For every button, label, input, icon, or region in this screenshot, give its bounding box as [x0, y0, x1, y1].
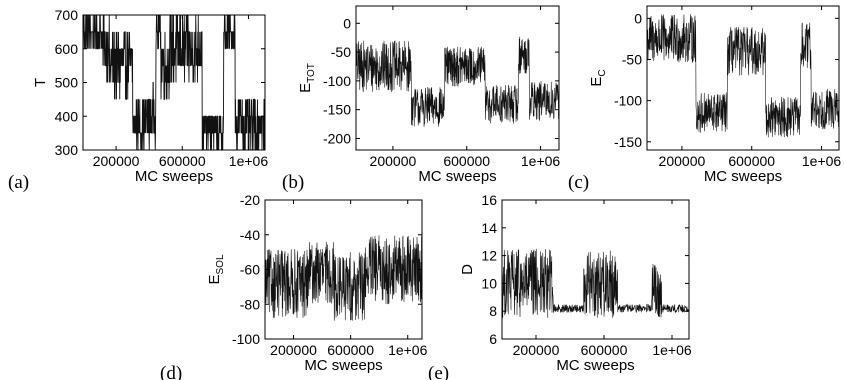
y-tick-label: 0: [634, 10, 642, 26]
x-tick-label: 1e+06: [652, 342, 692, 358]
y-tick-label: -200: [323, 130, 351, 146]
y-tick-label: 6: [489, 331, 497, 347]
y-tick-label: 14: [481, 220, 497, 236]
x-tick-label: 1e+06: [521, 153, 561, 169]
y-tick-label: -150: [614, 134, 642, 150]
y-tick-label: -50: [331, 44, 351, 60]
plot-frame: [501, 199, 690, 340]
x-tick-label: 200000: [370, 153, 417, 169]
y-tick-label: 16: [481, 192, 497, 208]
y-tick-label: -80: [240, 296, 260, 312]
y-tick-label: 400: [55, 108, 79, 124]
y-axis-title-subscript: TOT: [306, 63, 317, 83]
panel-letter: (d): [160, 363, 182, 380]
y-axis-title-main: E: [297, 83, 314, 93]
y-tick-label: 0: [343, 15, 351, 31]
y-tick-label: 500: [55, 75, 79, 91]
x-axis-title: MC sweeps: [304, 357, 382, 374]
x-tick-label: 600000: [327, 342, 374, 358]
y-tick-label: 600: [55, 41, 79, 57]
series-line: [646, 14, 840, 138]
y-axis-title-main: E: [588, 77, 605, 87]
y-axis-title: T: [32, 78, 49, 87]
x-tick-label: 200000: [93, 153, 140, 169]
x-tick-label: 600000: [159, 153, 206, 169]
y-tick-label: -20: [240, 192, 260, 208]
panel-letter: (b): [282, 172, 304, 193]
panel-a: 200000 600000 1e+06 300 400 500 600 700 MC sweep…: [8, 7, 268, 193]
x-tick-label: 1e+06: [802, 153, 842, 169]
y-axis-title: D: [459, 264, 476, 275]
y-axis-title: ETOT: [297, 63, 317, 93]
panel-letter: (a): [8, 172, 29, 193]
y-tick-label: -50: [622, 51, 642, 67]
x-axis-title: MC sweeps: [704, 168, 782, 185]
x-tick-label: 200000: [513, 342, 560, 358]
y-axis-title-main: T: [32, 78, 49, 87]
y-axis-title-subscript: SOL: [215, 254, 226, 274]
x-tick-label: 200000: [270, 342, 317, 358]
x-tick-label: 600000: [581, 342, 628, 358]
panel-letter: (c): [568, 172, 589, 193]
y-tick-label: 8: [489, 303, 497, 319]
y-axis-title-main: D: [459, 264, 476, 275]
y-tick-label: -100: [323, 73, 351, 89]
y-tick-label: -100: [232, 331, 260, 347]
x-axis-title: MC sweeps: [418, 168, 496, 185]
x-axis-title: MC sweeps: [135, 168, 213, 185]
panel-b: 200000 600000 1e+06 -200 -150 -100 -50 0 MC swee…: [282, 5, 561, 193]
y-tick-label: 10: [481, 275, 497, 291]
y-tick-label: -100: [614, 93, 642, 109]
panel-e: 200000 600000 1e+06 6 8 10 12 14 16 MC sweeps D (e): [428, 192, 692, 380]
x-tick-label: 1e+06: [229, 153, 269, 169]
y-axis-title: EC: [588, 69, 608, 86]
x-tick-label: 600000: [443, 153, 490, 169]
y-tick-label: -60: [240, 262, 260, 278]
panel-c: 200000 600000 1e+06 -150 -100 -50 0 MC sweeps EC…: [568, 5, 842, 193]
y-tick-label: -150: [323, 102, 351, 118]
plot-frame: [646, 5, 840, 151]
series-line: [82, 14, 266, 151]
x-tick-label: 1e+06: [388, 342, 428, 358]
series-line: [501, 248, 690, 318]
y-tick-label: 700: [55, 7, 79, 23]
panel-letter: (e): [428, 363, 449, 380]
y-axis-title: ESOL: [206, 254, 226, 284]
y-axis-title-subscript: C: [597, 69, 608, 76]
x-axis-title: MC sweeps: [556, 357, 634, 374]
y-tick-label: 12: [481, 248, 497, 264]
y-tick-label: 300: [55, 142, 79, 158]
x-tick-label: 200000: [659, 153, 706, 169]
x-tick-label: 600000: [728, 153, 775, 169]
series-line: [355, 36, 560, 127]
series-line: [264, 235, 423, 321]
panel-d: 200000 600000 1e+06 -100 -80 -60 -40 -20 MC swee…: [160, 192, 428, 380]
y-tick-label: -40: [240, 227, 260, 243]
plot-frame: [355, 5, 560, 151]
y-axis-title-main: E: [206, 275, 223, 285]
